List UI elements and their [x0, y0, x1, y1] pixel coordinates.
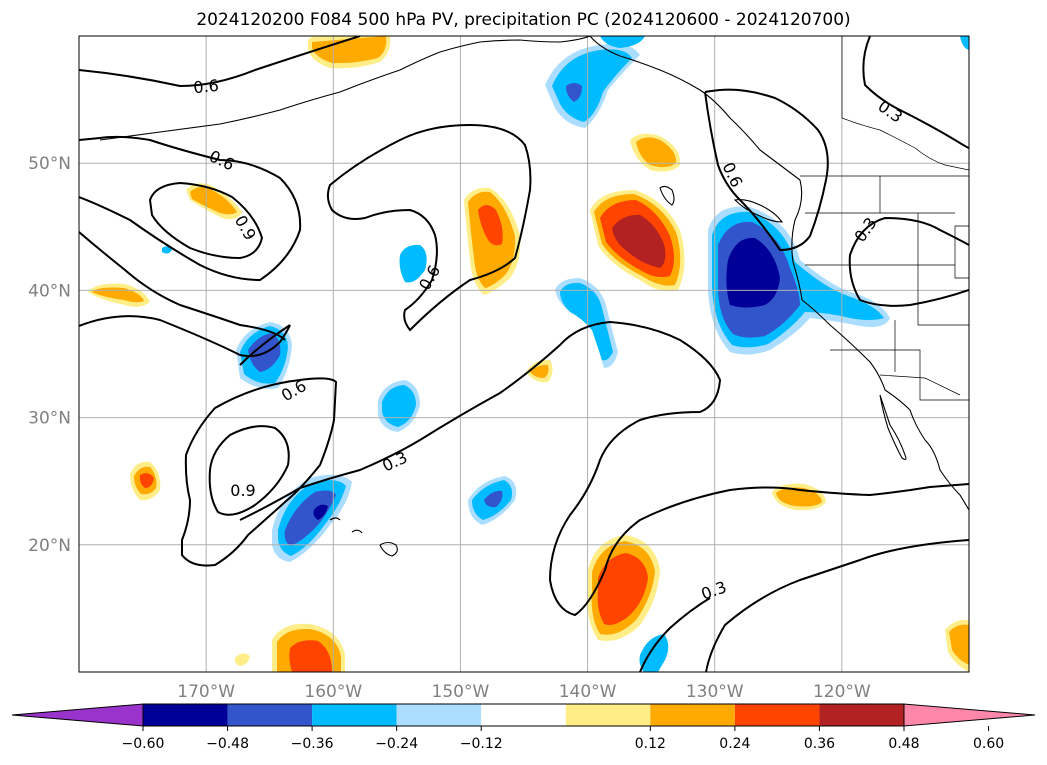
aleutian-islands [99, 51, 441, 141]
positive-anomaly-west [88, 36, 391, 501]
colorbar-extend-min [11, 703, 144, 727]
colorbar-segment [734, 704, 820, 726]
pv-contour-0.3-south [639, 539, 969, 672]
contour-label: 0.9 [230, 481, 255, 500]
longitude-labels: 170°W 160°W 150°W 140°W 130°W 120°W [177, 682, 871, 702]
haida-gwaii [659, 185, 675, 206]
pv-contour-0.9-south [208, 425, 290, 516]
colorbar-segment [396, 704, 482, 726]
pv-contour-0.6-south-loop [181, 377, 338, 567]
precipitation-shading [88, 36, 969, 672]
latitude-tick-label: 20°N [28, 536, 71, 556]
map-frame [78, 35, 970, 673]
baja-california [879, 394, 907, 460]
colorbar-tick-label: −0.36 [291, 736, 334, 752]
negative-anomaly-hawaii [162, 36, 969, 672]
colorbar-segment [481, 704, 566, 726]
colorbar-tick-label: 0.24 [719, 736, 750, 752]
negative-anomaly-gulf-of-alaska [545, 36, 645, 128]
latitude-labels: 20°N 30°N 40°N 50°N [28, 154, 71, 556]
colorbar-segment [312, 704, 397, 726]
pv-contour-0.3-northeast [848, 36, 969, 307]
longitude-tick-label: 130°W [686, 682, 744, 702]
state-borders [805, 176, 969, 401]
pv-contours [79, 36, 969, 672]
latitude-tick-label: 30°N [28, 409, 71, 429]
pv-contour-0.6-northeast [704, 88, 829, 252]
latitude-tick-label: 40°N [28, 281, 71, 301]
colorbar-tick-label: −0.48 [206, 736, 249, 752]
longitude-tick-label: 170°W [177, 682, 235, 702]
longitude-tick-label: 160°W [304, 682, 362, 702]
alaska-coast [439, 36, 591, 53]
colorbar-tick-label: 0.60 [973, 736, 1004, 752]
colorbar-segment [565, 704, 651, 726]
north-american-coastline [589, 36, 969, 511]
contour-label: 0.3 [379, 448, 410, 476]
positive-anomaly-offshore [590, 190, 685, 292]
hawaiian-islands [329, 517, 398, 557]
contour-label: 0.3 [699, 577, 729, 604]
colorbar-tick-label: 0.12 [635, 736, 666, 752]
negative-anomaly-central [378, 244, 618, 432]
colorbar-tick-label: −0.12 [460, 736, 503, 752]
pv-contour-0.6-west [79, 231, 286, 341]
pv-contour-0.6-north [79, 36, 361, 88]
colorbar-segment [650, 704, 735, 726]
negative-anomaly-west [236, 322, 292, 389]
map-title: 2024120200 F084 500 hPa PV, precipitatio… [196, 10, 851, 30]
colorbar-extend-max [903, 703, 1036, 727]
alaska-canada-border [841, 36, 969, 171]
colorbar-segment [143, 704, 228, 726]
pv-contour-0.6-northwest [79, 135, 302, 282]
pv-contour-0.6-central [326, 123, 532, 332]
pv-contour-0.9-north [148, 181, 264, 260]
contour-label: 0.3 [874, 97, 906, 127]
colorbar-tick-label: −0.60 [122, 736, 165, 752]
colorbar: −0.60 −0.48 −0.36 −0.24 −0.12 0.12 0.24 0.36 0.4… [11, 703, 1036, 752]
colorbar-tick-label: 0.36 [804, 736, 835, 752]
colorbar-tick-label: −0.24 [375, 736, 418, 752]
contour-label: 0.3 [851, 214, 881, 246]
pv-contour-0.3-main [239, 320, 969, 617]
latitude-tick-label: 50°N [28, 154, 71, 174]
contour-label: 0.6 [206, 146, 237, 174]
political-borders [800, 36, 969, 401]
colorbar-segment [819, 704, 904, 726]
contour-label: 0.6 [192, 76, 219, 98]
graticule [79, 36, 969, 672]
longitude-tick-label: 120°W [813, 682, 871, 702]
pv-contour-0.3-central [79, 315, 291, 366]
mexico-border [879, 374, 961, 396]
coastlines [99, 36, 969, 557]
longitude-tick-label: 140°W [559, 682, 617, 702]
longitude-tick-label: 150°W [432, 682, 490, 702]
contour-label: 0.6 [718, 159, 746, 190]
colorbar-tick-label: 0.48 [888, 736, 919, 752]
colorbar-segment [227, 704, 313, 726]
positive-anomaly-central [464, 133, 681, 383]
colorbar-outline [142, 703, 905, 727]
